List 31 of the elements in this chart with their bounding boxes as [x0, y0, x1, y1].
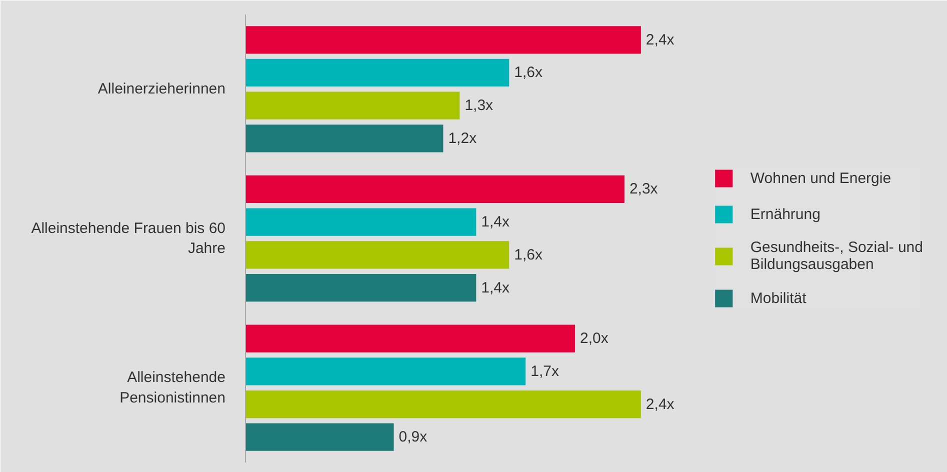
data-label: 2,4x	[646, 31, 675, 48]
data-label: 1,6x	[514, 246, 543, 264]
y-tick-label: Alleinstehende Pensionistinnen	[120, 369, 226, 407]
bar	[246, 124, 444, 152]
legend-label: Gesundheits-, Sozial- und Bildungsausgaben	[750, 239, 923, 273]
bar	[246, 390, 641, 418]
bar	[246, 423, 394, 451]
bar	[246, 241, 510, 269]
data-label: 0,9x	[398, 428, 428, 446]
data-label: 1,6x	[514, 64, 543, 82]
y-tick-label: Alleinstehende Frauen bis 60 Jahre	[31, 220, 226, 258]
bar	[246, 175, 624, 204]
data-label: 1,7x	[530, 362, 560, 380]
y-tick-label: Alleinerzieherinnen	[98, 80, 226, 98]
data-label: 1,2x	[448, 130, 478, 147]
data-label: 1,3x	[464, 97, 494, 114]
data-label: 1,4x	[481, 214, 510, 231]
data-label: 2,4x	[646, 396, 675, 413]
legend-label: Mobilität	[750, 290, 806, 306]
data-label: 1,4x	[481, 279, 510, 296]
bar	[246, 274, 476, 302]
bar	[246, 26, 641, 54]
data-label: 2,0x	[580, 330, 609, 348]
bar	[246, 58, 510, 87]
data-label: 2,3x	[629, 180, 658, 198]
legend-label: Ernährung	[750, 206, 820, 222]
bar	[246, 358, 526, 386]
bar	[246, 92, 460, 120]
bar	[246, 324, 576, 352]
legend-label: Wohnen und Energie	[750, 170, 892, 186]
bar	[246, 208, 476, 236]
